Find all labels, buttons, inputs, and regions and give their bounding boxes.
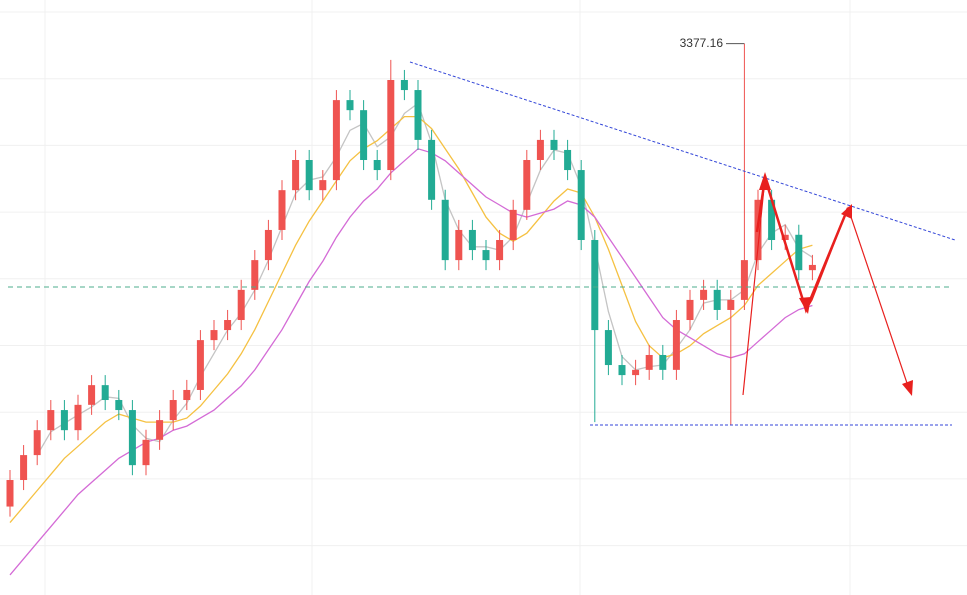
candle-body	[115, 400, 123, 411]
candle-body	[428, 139, 436, 200]
candle-body	[101, 385, 109, 401]
candle-body	[400, 80, 408, 91]
candle-body	[128, 410, 136, 466]
candle-body	[196, 340, 204, 390]
candle-body	[632, 369, 640, 376]
candle-body	[604, 330, 612, 366]
candle-body	[455, 229, 463, 261]
candle-body	[795, 234, 803, 271]
candle-body	[278, 190, 286, 230]
candle-body	[387, 80, 395, 171]
candle-body	[781, 234, 789, 241]
candle-body	[713, 289, 721, 310]
candle-body	[482, 250, 490, 261]
candle-body	[509, 209, 517, 241]
candle-body	[740, 260, 748, 300]
candle-body	[6, 480, 14, 507]
candle-body	[305, 160, 313, 191]
arrow-head	[799, 297, 811, 314]
candle-body	[210, 330, 218, 341]
candle-body	[74, 404, 82, 431]
candle-body	[768, 199, 776, 241]
candle-body	[142, 439, 150, 466]
max-price-label: 3377.16	[680, 36, 724, 50]
candle-body	[727, 299, 735, 310]
candle-body	[47, 410, 55, 431]
candle-body	[88, 385, 96, 405]
candle-body	[332, 100, 340, 181]
candle-body	[169, 400, 177, 421]
candle-body	[550, 139, 558, 150]
candle-body	[536, 139, 544, 161]
arrow-head	[759, 172, 771, 190]
candle-body	[319, 180, 327, 191]
marks	[6, 43, 816, 576]
candle-body	[564, 149, 572, 171]
trend-line	[409, 61, 956, 241]
candle-body	[251, 260, 259, 290]
candle-body	[292, 160, 300, 191]
candle-body	[20, 455, 28, 481]
candle-body	[672, 320, 680, 370]
candle-body	[156, 420, 164, 440]
ma-line	[9, 148, 813, 576]
candle-body	[441, 199, 449, 261]
arrow-heads	[759, 172, 913, 396]
candle-body	[414, 90, 422, 140]
candle-body	[468, 229, 476, 251]
candle-body	[33, 430, 41, 456]
bold-arrow	[755, 177, 850, 314]
candle-body	[360, 110, 368, 161]
arrow-head	[902, 380, 913, 396]
candle-body	[60, 410, 68, 431]
candle-body	[264, 229, 272, 261]
candle-body	[577, 170, 585, 241]
candle-body	[373, 160, 381, 171]
candle-body	[808, 264, 816, 271]
candle-body	[686, 299, 694, 321]
arrow-head	[841, 204, 852, 219]
candle-body	[645, 354, 653, 370]
candle-body	[237, 289, 245, 321]
candle-body	[659, 354, 667, 370]
candle-body	[700, 289, 708, 300]
candle-body	[523, 160, 531, 210]
candle-body	[183, 389, 191, 401]
candle-body	[618, 365, 626, 376]
candle-body	[224, 320, 232, 331]
candle-body	[496, 240, 504, 261]
candle-body	[346, 100, 354, 111]
candle-body	[591, 240, 599, 331]
